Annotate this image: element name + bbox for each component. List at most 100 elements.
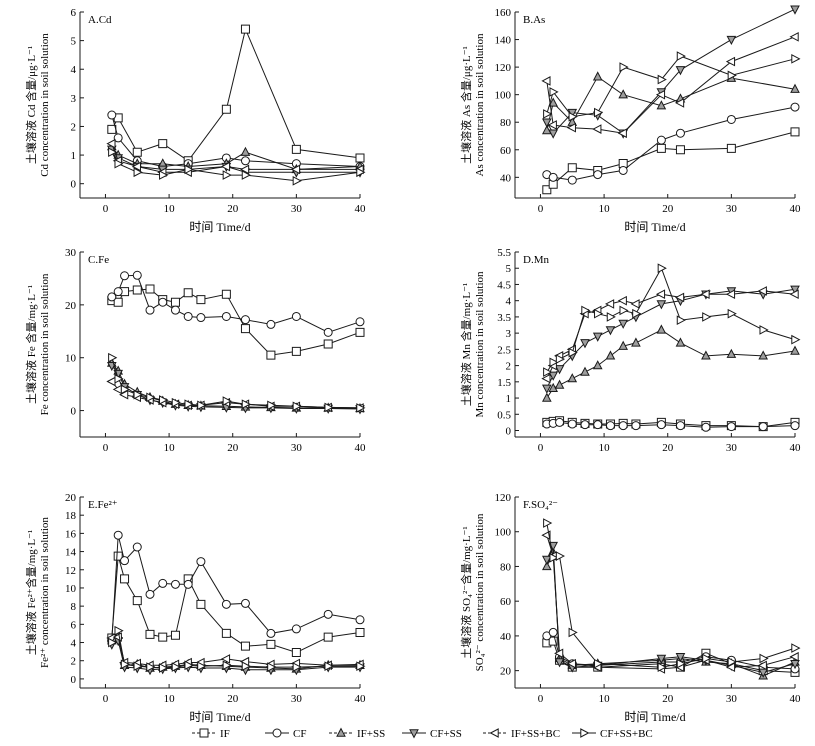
data-point [171, 662, 181, 672]
data-point [790, 83, 800, 93]
y-axis-title-cn: 土壤溶液 Mn 含量/mg·L⁻¹ [459, 283, 473, 406]
data-point [222, 396, 232, 406]
data-point [656, 324, 667, 334]
data-point [631, 337, 641, 347]
data-point [170, 579, 180, 589]
data-point [541, 560, 552, 571]
data-point [593, 420, 603, 430]
data-point [240, 146, 251, 156]
data-point [323, 327, 333, 337]
data-point [291, 144, 301, 154]
series-line [546, 545, 796, 673]
series-line [546, 55, 796, 118]
data-point [580, 339, 590, 349]
legend-marker [580, 728, 590, 738]
data-point [291, 648, 301, 658]
data-point [220, 654, 231, 664]
series-if-ss-bc [541, 530, 799, 674]
series-line [111, 274, 361, 333]
data-point [355, 615, 365, 625]
data-point [725, 56, 736, 67]
series-line [111, 146, 361, 170]
panel-label: F.SO₄²⁻ [523, 499, 558, 511]
series-line [546, 290, 796, 379]
panel-label: B.As [523, 14, 545, 26]
series-if [542, 127, 800, 195]
series-if [107, 24, 365, 166]
y-tick-label: 16 [65, 528, 77, 540]
data-point [240, 315, 250, 325]
x-tick-label: 40 [355, 442, 367, 454]
data-point [592, 360, 603, 370]
series-cf [542, 102, 800, 185]
y-tick-label: 4.5 [497, 279, 511, 291]
data-point [240, 24, 250, 34]
data-point [566, 658, 576, 669]
series-cf-ss-bc [543, 518, 801, 672]
legend-marker [199, 728, 209, 738]
x-tick-label: 30 [726, 442, 738, 454]
data-point [120, 574, 130, 584]
data-point [568, 347, 578, 358]
data-point [266, 319, 276, 329]
data-point [132, 270, 142, 280]
data-point [170, 297, 180, 307]
data-point [145, 305, 155, 315]
series-line [111, 151, 361, 182]
data-point [108, 637, 118, 648]
series-line [546, 522, 796, 668]
data-point [554, 365, 565, 375]
data-point [114, 625, 124, 636]
data-point [183, 311, 193, 321]
data-point [676, 658, 686, 669]
data-point [632, 308, 642, 319]
data-point [758, 668, 769, 678]
series-cf [107, 270, 365, 337]
y-tick-label: 20 [500, 666, 512, 678]
data-point [656, 100, 667, 110]
x-tick-label: 10 [164, 693, 176, 705]
data-point [356, 661, 366, 671]
legend: IF CF IF+SS CF+SS IF+SS+BC CF+SS+BC [192, 727, 653, 740]
data-point [355, 327, 365, 337]
data-point [548, 371, 559, 381]
x-tick-label: 20 [662, 693, 674, 705]
data-point [568, 111, 578, 122]
data-point [676, 315, 686, 325]
x-tick-label: 0 [103, 693, 109, 705]
data-point [605, 350, 616, 360]
data-point [675, 145, 685, 155]
data-point [240, 324, 250, 334]
data-point [548, 97, 559, 107]
panel-3: 0 10 20 30 0 10 20 30 40 C.Fe 土壤溶液 Fe 含量/mg·L⁻¹ Fe … [24, 247, 366, 454]
panel-label: E.Fe²⁺ [88, 499, 118, 511]
series-line [111, 27, 361, 162]
data-point [790, 285, 800, 295]
data-point [543, 367, 553, 377]
data-point [240, 156, 250, 166]
data-point [789, 289, 799, 300]
data-point [618, 165, 628, 175]
y-tick-label: 0.5 [497, 409, 511, 421]
data-point [726, 114, 736, 124]
panel-6: 20 40 60 80 100 120 0 10 20 30 40 F.SO₄²⁻ 时间 Time/d 土… [459, 492, 801, 724]
data-point [618, 340, 629, 350]
x-tick-label: 0 [103, 203, 109, 215]
data-point [119, 389, 129, 400]
data-point [555, 551, 566, 561]
x-tick-label: 0 [538, 203, 544, 215]
data-point [241, 170, 251, 180]
series-if [107, 284, 365, 360]
y-tick-label: 1 [71, 150, 77, 162]
data-point [594, 107, 604, 118]
series-if-ss-bc [541, 286, 799, 384]
series-line [111, 114, 361, 168]
x-axis-title: 时间 Time/d [189, 220, 250, 234]
legend-item-if-ss-bc: IF+SS+BC [483, 728, 560, 740]
y-axis-title-en: Mn concentration in soil solution [474, 271, 486, 418]
data-point [170, 630, 180, 640]
x-tick-label: 40 [355, 203, 367, 215]
y-tick-label: 100 [495, 90, 512, 102]
y-tick-label: 140 [495, 35, 512, 47]
data-point [159, 663, 169, 673]
